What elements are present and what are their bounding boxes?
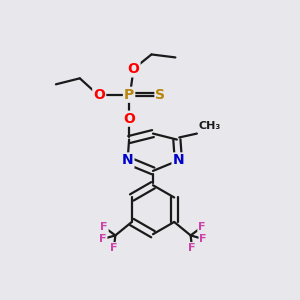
Text: O: O: [123, 112, 135, 126]
Text: F: F: [110, 243, 118, 253]
Text: F: F: [100, 222, 108, 232]
Text: O: O: [128, 62, 140, 76]
Text: S: S: [155, 88, 166, 102]
Text: F: F: [200, 234, 207, 244]
Text: N: N: [172, 154, 184, 167]
Text: N: N: [122, 154, 134, 167]
Text: F: F: [188, 243, 196, 253]
Text: O: O: [93, 88, 105, 102]
Text: F: F: [99, 234, 106, 244]
Text: P: P: [124, 88, 134, 102]
Text: CH₃: CH₃: [198, 122, 220, 131]
Text: F: F: [198, 222, 206, 232]
